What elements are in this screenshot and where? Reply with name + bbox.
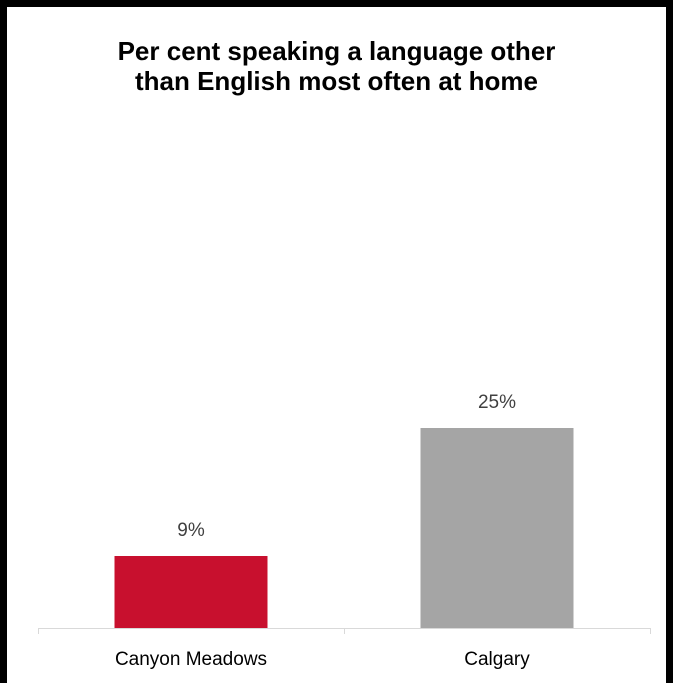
bars-layer (114, 428, 574, 628)
x-tick-label-canyon-meadows: Canyon Meadows (115, 649, 267, 670)
labels-layer: 9% Canyon Meadows 25% Calgary (115, 392, 530, 670)
bar-canyon-meadows (114, 556, 268, 628)
data-label-canyon-meadows: 9% (177, 520, 205, 541)
data-label-calgary: 25% (478, 392, 516, 413)
chart-title: Per cent speaking a language other than … (117, 36, 556, 96)
x-axis (38, 628, 651, 634)
x-tick-label-calgary: Calgary (464, 649, 530, 670)
bar-calgary (420, 428, 574, 628)
